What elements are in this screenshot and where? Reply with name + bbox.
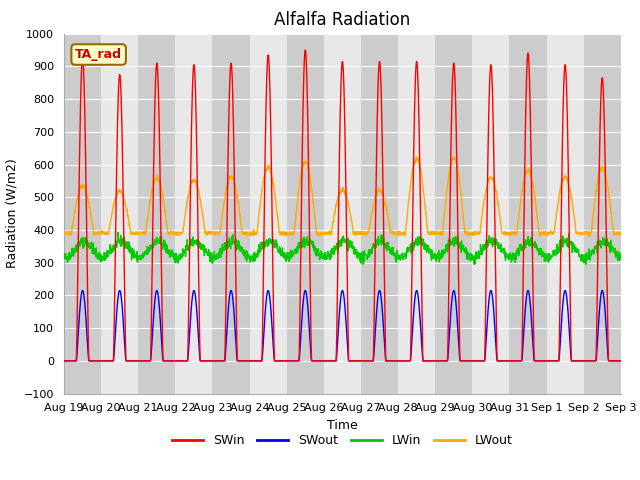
LWout — [371, 198, 378, 204]
LWout — [586, 233, 593, 239]
Line: SWout: SWout — [64, 290, 621, 361]
SWout — [60, 358, 68, 364]
SWout — [371, 338, 379, 344]
LWin — [617, 253, 625, 259]
Line: LWin: LWin — [64, 232, 621, 264]
Title: Alfalfa Radiation: Alfalfa Radiation — [275, 11, 410, 29]
Line: LWout: LWout — [64, 157, 621, 236]
SWin — [371, 273, 379, 278]
X-axis label: Time: Time — [327, 419, 358, 432]
LWout — [216, 229, 223, 235]
Bar — [138, 34, 175, 394]
SWin — [60, 358, 68, 364]
Bar — [64, 34, 101, 394]
Bar — [287, 34, 324, 394]
SWout — [584, 358, 591, 364]
LWout — [584, 230, 591, 236]
Bar — [435, 34, 472, 394]
LWin — [584, 252, 591, 258]
LWin — [216, 248, 223, 253]
Bar — [212, 34, 250, 394]
SWout — [216, 358, 223, 364]
SWin — [301, 47, 309, 53]
SWin — [584, 358, 591, 364]
LWout — [568, 196, 575, 202]
LWout — [358, 231, 366, 237]
Y-axis label: Radiation (W/m2): Radiation (W/m2) — [5, 159, 19, 268]
SWout — [504, 358, 512, 364]
LWin — [568, 240, 576, 246]
LWin — [359, 252, 367, 258]
Bar — [361, 34, 398, 394]
SWin — [216, 358, 223, 364]
LWout — [504, 231, 512, 237]
SWout — [568, 358, 575, 364]
SWin — [568, 358, 575, 364]
LWout — [617, 231, 625, 237]
LWin — [470, 262, 478, 267]
Line: SWin: SWin — [64, 50, 621, 361]
LWout — [60, 231, 68, 237]
SWout — [617, 358, 625, 364]
Legend: SWin, SWout, LWin, LWout: SWin, SWout, LWin, LWout — [167, 429, 518, 452]
LWin — [60, 253, 68, 259]
SWin — [617, 358, 625, 364]
Bar — [509, 34, 547, 394]
LWout — [413, 154, 420, 160]
LWin — [114, 229, 122, 235]
Text: TA_rad: TA_rad — [75, 48, 122, 61]
LWin — [371, 242, 379, 248]
SWin — [504, 358, 512, 364]
SWout — [359, 358, 367, 364]
SWin — [359, 358, 367, 364]
SWout — [79, 288, 86, 293]
LWin — [505, 257, 513, 263]
Bar — [584, 34, 621, 394]
